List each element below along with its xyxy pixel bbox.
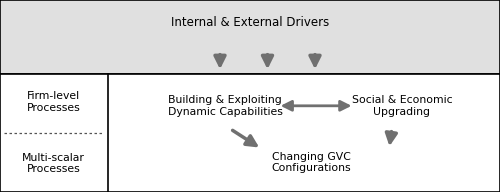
Text: Internal & External Drivers: Internal & External Drivers (171, 16, 329, 29)
Text: Firm-level
Processes: Firm-level Processes (27, 91, 80, 113)
Bar (0, 0, 500, 74)
Text: Building & Exploiting
Dynamic Capabilities: Building & Exploiting Dynamic Capabiliti… (168, 95, 282, 117)
Text: Social & Economic
Upgrading: Social & Economic Upgrading (352, 95, 452, 117)
Text: Multi-scalar
Processes: Multi-scalar Processes (22, 153, 85, 175)
Bar (0, 74, 500, 192)
Text: Changing GVC
Configurations: Changing GVC Configurations (272, 152, 351, 173)
